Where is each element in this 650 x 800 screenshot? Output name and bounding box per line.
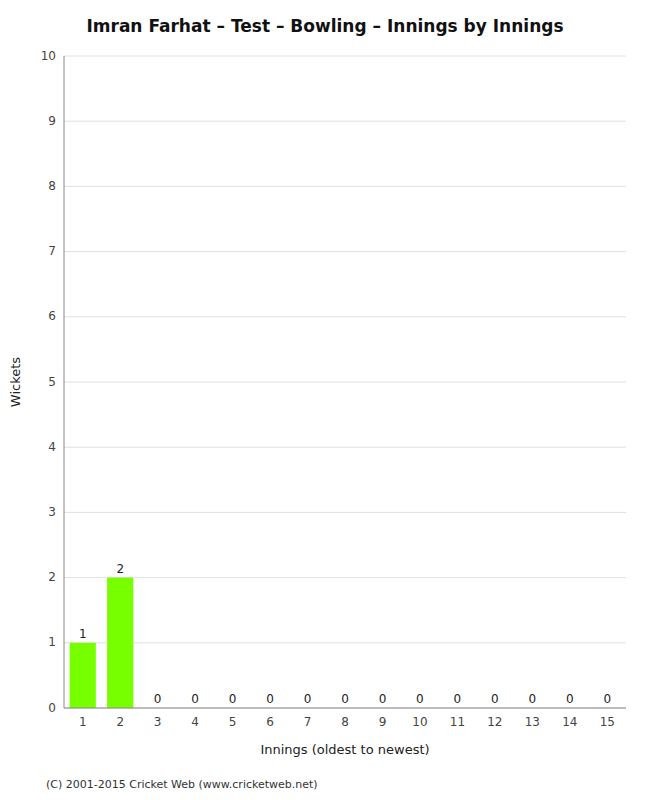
- data-label: 0: [566, 692, 574, 706]
- y-tick-label: 6: [48, 309, 56, 323]
- x-tick-label: 5: [229, 715, 237, 729]
- data-label: 0: [154, 692, 162, 706]
- y-axis-line: [64, 56, 65, 708]
- x-tick-label: 9: [379, 715, 387, 729]
- grid-line: [64, 56, 626, 57]
- y-tick-label: 1: [48, 635, 56, 649]
- x-tick-label: 7: [304, 715, 312, 729]
- grid-line: [64, 447, 626, 448]
- grid-line: [64, 186, 626, 187]
- x-tick-label: 11: [450, 715, 465, 729]
- bar: [70, 643, 96, 708]
- x-tick-label: 4: [191, 715, 199, 729]
- x-axis: 123456789101112131415: [79, 715, 615, 729]
- x-axis-title: Innings (oldest to newest): [260, 742, 429, 757]
- y-tick-label: 9: [48, 114, 56, 128]
- grid-line: [64, 382, 626, 383]
- data-label: 0: [416, 692, 424, 706]
- data-label: 0: [379, 692, 387, 706]
- chart-container: 0123456789101200000000000001234567891011…: [0, 0, 650, 800]
- title: Imran Farhat – Test – Bowling – Innings …: [86, 16, 563, 36]
- x-tick-label: 10: [412, 715, 427, 729]
- y-tick-label: 5: [48, 375, 56, 389]
- data-label: 0: [603, 692, 611, 706]
- data-label: 0: [529, 692, 537, 706]
- x-tick-label: 15: [600, 715, 615, 729]
- y-tick-label: 0: [48, 701, 56, 715]
- x-tick-label: 8: [341, 715, 349, 729]
- y-tick-label: 8: [48, 179, 56, 193]
- x-tick-label: 6: [266, 715, 274, 729]
- x-tick-label: 13: [525, 715, 540, 729]
- grid-line: [64, 251, 626, 252]
- data-label: 0: [454, 692, 462, 706]
- x-tick-label: 2: [116, 715, 124, 729]
- y-tick-label: 10: [41, 49, 56, 63]
- grid-line: [64, 642, 626, 643]
- grid-line: [64, 121, 626, 122]
- x-tick-label: 3: [154, 715, 162, 729]
- grid-line: [64, 708, 626, 709]
- grid-line: [64, 316, 626, 317]
- data-labels: 1 2 0 0 0 0 0 0 0 0 0 0 0 0 0: [79, 562, 611, 706]
- y-axis: 012345678910: [41, 49, 626, 715]
- data-label: 0: [341, 692, 349, 706]
- x-tick-label: 1: [79, 715, 87, 729]
- bar: [107, 578, 133, 708]
- x-tick-label: 14: [562, 715, 577, 729]
- grid-line: [64, 512, 626, 513]
- footer-text: (C) 2001-2015 Cricket Web (www.cricketwe…: [46, 778, 318, 791]
- y-tick-label: 2: [48, 570, 56, 584]
- y-axis-title: Wickets: [8, 357, 23, 407]
- data-label: 1: [79, 627, 87, 641]
- data-label: 0: [266, 692, 274, 706]
- data-label: 0: [304, 692, 312, 706]
- bars: [70, 578, 134, 708]
- y-tick-label: 3: [48, 505, 56, 519]
- data-label: 0: [191, 692, 199, 706]
- chart: 0123456789101200000000000001234567891011…: [0, 0, 650, 800]
- y-tick-label: 7: [48, 244, 56, 258]
- x-tick-label: 12: [487, 715, 502, 729]
- x-axis-line: [64, 708, 626, 709]
- data-label: 0: [229, 692, 237, 706]
- data-label: 0: [491, 692, 499, 706]
- data-label: 2: [116, 562, 124, 576]
- y-tick-label: 4: [48, 440, 56, 454]
- grid-line: [64, 577, 626, 578]
